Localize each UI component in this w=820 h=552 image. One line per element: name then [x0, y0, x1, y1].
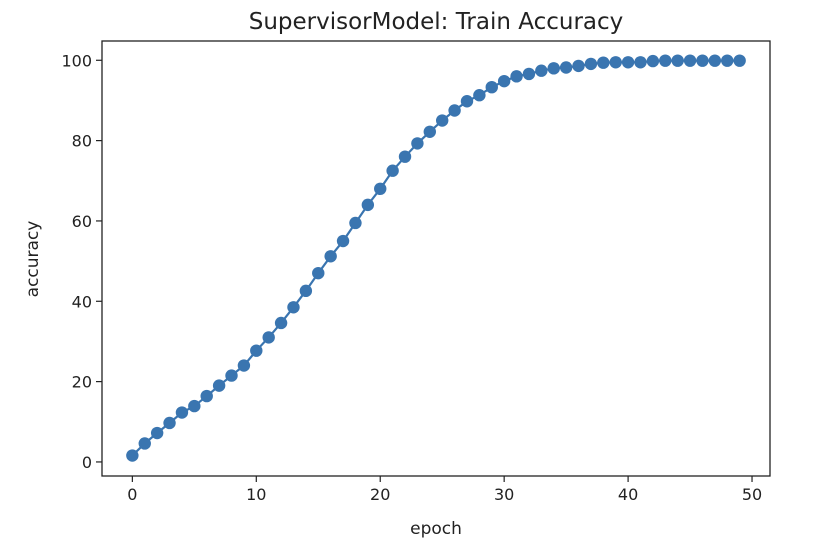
- data-point: [584, 57, 598, 71]
- data-point: [188, 399, 201, 413]
- data-point: [609, 56, 622, 69]
- data-point: [324, 250, 337, 263]
- x-tick-label: 10: [246, 485, 266, 504]
- data-point: [696, 54, 709, 67]
- data-point: [671, 54, 684, 67]
- data-point: [547, 62, 560, 75]
- data-point: [708, 54, 722, 67]
- y-axis-label: accuracy: [23, 221, 43, 298]
- data-point: [435, 114, 449, 127]
- data-point: [150, 426, 164, 440]
- data-point: [683, 54, 697, 67]
- x-tick-label: 40: [618, 485, 638, 504]
- data-point: [126, 449, 139, 462]
- data-point: [448, 104, 461, 117]
- data-point: [510, 70, 523, 83]
- data-point: [646, 54, 660, 68]
- data-point: [225, 369, 238, 382]
- data-point: [473, 89, 486, 102]
- data-point: [733, 54, 746, 67]
- data-point: [659, 54, 672, 67]
- data-point: [175, 406, 189, 419]
- data-point: [163, 416, 176, 430]
- y-tick-label: 0: [82, 453, 92, 472]
- y-tick-label: 40: [72, 292, 92, 311]
- data-point: [535, 64, 548, 77]
- data-point: [274, 316, 288, 330]
- data-point: [200, 389, 213, 403]
- data-point: [423, 125, 437, 138]
- x-tick-label: 20: [370, 485, 390, 504]
- data-point: [287, 301, 300, 314]
- chart-title: SupervisorModel: Train Accuracy: [249, 9, 624, 35]
- data-point: [411, 137, 424, 150]
- x-tick-label: 0: [127, 485, 137, 504]
- data-point: [398, 150, 412, 163]
- plot-area: 0 10 20 30 40 50 0 20 40 60 80 100: [61, 40, 771, 504]
- x-tick-label: 50: [742, 485, 762, 504]
- y-axis-ticks: 0 20 40 60 80 100: [61, 51, 102, 472]
- data-point: [237, 359, 251, 372]
- y-tick-label: 80: [72, 132, 92, 151]
- plot-frame: [101, 40, 771, 477]
- data-point: [634, 56, 647, 69]
- data-point: [138, 437, 151, 450]
- series-layer: [126, 54, 746, 462]
- data-point: [460, 95, 474, 108]
- data-point: [621, 56, 635, 69]
- data-point: [572, 59, 585, 73]
- data-point: [212, 379, 226, 392]
- y-tick-label: 60: [72, 212, 92, 231]
- x-axis-ticks: 0 10 20 30 40 50: [127, 476, 762, 504]
- data-point: [361, 198, 375, 212]
- x-tick-label: 30: [494, 485, 514, 504]
- data-point: [497, 74, 511, 88]
- x-axis-label: epoch: [410, 519, 462, 539]
- data-point: [312, 266, 325, 280]
- data-point: [721, 54, 734, 67]
- y-tick-label: 100: [61, 51, 92, 70]
- data-point: [262, 331, 275, 344]
- data-point: [522, 67, 536, 81]
- data-point: [250, 344, 263, 357]
- data-point: [386, 164, 399, 177]
- data-point: [336, 234, 350, 248]
- data-point: [349, 216, 362, 230]
- data-point: [374, 182, 387, 196]
- data-point: [559, 61, 573, 74]
- data-point: [597, 56, 610, 69]
- data-point: [485, 80, 498, 94]
- y-tick-label: 20: [72, 373, 92, 392]
- series-line: [131, 59, 740, 457]
- data-point: [299, 284, 313, 298]
